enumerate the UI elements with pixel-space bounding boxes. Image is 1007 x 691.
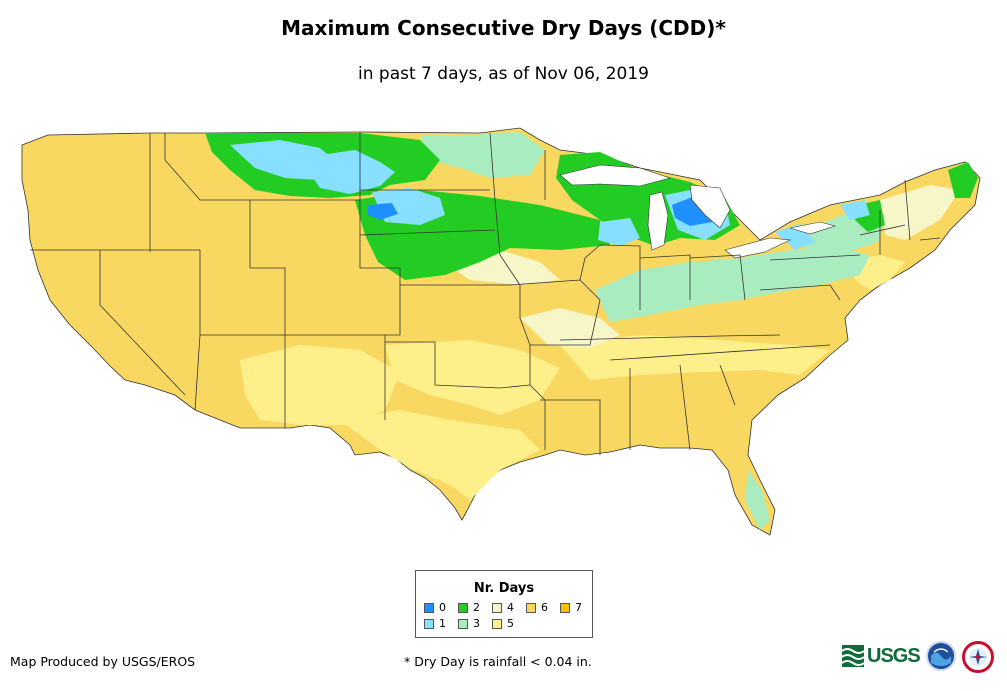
conus-land (21, 127, 981, 536)
zone-1-new-york (840, 200, 870, 220)
legend: Nr. Days 0 2 4 6 7 1 3 5 (415, 570, 593, 638)
zone-2-maine (948, 162, 978, 198)
lake-huron (689, 184, 731, 229)
legend-item-4: 4 (492, 601, 514, 614)
usgs-logo: USGS (841, 642, 922, 670)
map-subtitle: in past 7 days, as of Nov 06, 2019 (358, 64, 649, 84)
legend-item-6: 6 (526, 601, 548, 614)
lake-erie (724, 237, 792, 259)
legend-item-5: 5 (492, 617, 514, 630)
zone-4-kansas (520, 308, 620, 348)
usgs-wave-icon (841, 645, 865, 667)
legend-swatch (492, 602, 502, 613)
legend-item-0: 0 (424, 601, 446, 614)
legend-item-2: 2 (458, 601, 480, 614)
dry-day-note: * Dry Day is rainfall < 0.04 in. (404, 654, 592, 669)
zone-3-florida (745, 470, 770, 530)
zone-3-ohio-valley (595, 248, 870, 322)
noaa-logo-icon (926, 641, 956, 671)
legend-label: 3 (473, 617, 480, 630)
lake-michigan (647, 191, 669, 251)
legend-label: 4 (507, 601, 514, 614)
zone-1-dakotas (300, 150, 395, 194)
zone-0-south-dakota (368, 203, 398, 220)
zone-3-north-plains (420, 132, 545, 178)
lake-ontario (789, 221, 837, 235)
legend-swatch (424, 602, 434, 613)
legend-swatch (560, 602, 570, 613)
lake-superior (559, 164, 672, 187)
zone-5-gulf (340, 410, 540, 500)
legend-title: Nr. Days (473, 581, 535, 596)
legend-item-1: 1 (424, 617, 446, 630)
legend-label: 2 (473, 601, 480, 614)
credit-text: Map Produced by USGS/EROS (10, 654, 196, 669)
us-cdd-map (21, 127, 981, 536)
legend-label: 1 (439, 617, 446, 630)
zone-1-wisconsin (598, 218, 640, 246)
map-title: Maximum Consecutive Dry Days (CDD)* (281, 16, 726, 40)
legend-swatch (458, 602, 468, 613)
legend-label: 5 (507, 617, 514, 630)
nws-logo-icon (962, 641, 994, 673)
legend-swatch (458, 618, 468, 629)
zone-5-midsouth (560, 335, 830, 380)
legend-swatch (492, 618, 502, 629)
legend-swatch (526, 602, 536, 613)
legend-label: 7 (575, 601, 582, 614)
legend-swatch (424, 618, 434, 629)
zone-5-plains (385, 340, 560, 415)
legend-label: 6 (541, 601, 548, 614)
zone-5-southwest (240, 345, 400, 425)
legend-label: 0 (439, 601, 446, 614)
legend-item-7: 7 (560, 601, 582, 614)
legend-item-3: 3 (458, 617, 480, 630)
state-boundaries (30, 132, 941, 455)
usgs-wordmark: USGS (867, 644, 921, 667)
